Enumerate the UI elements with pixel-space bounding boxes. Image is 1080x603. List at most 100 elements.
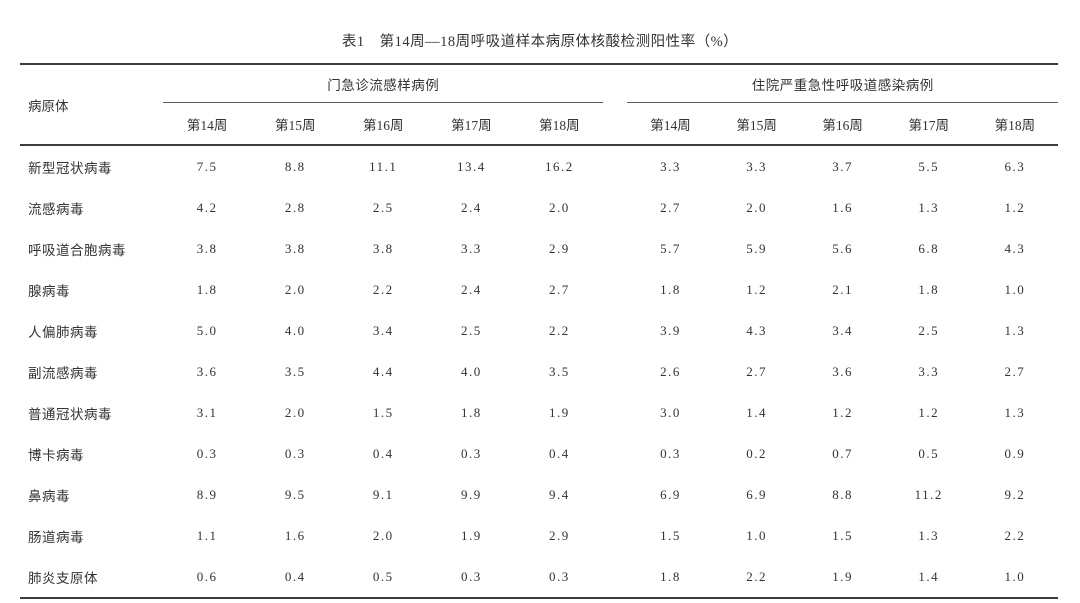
table-row: 腺病毒 1.8 2.0 2.2 2.4 2.7 1.8 1.2 2.1 1.8 1.0 bbox=[20, 269, 1058, 310]
inpatient-value-cell: 1.8 bbox=[660, 281, 681, 297]
inpatient-value-cell: 9.2 bbox=[1004, 486, 1026, 502]
outpatient-value-cell: 16.2 bbox=[545, 158, 574, 174]
inpatient-value-cell: 2.7 bbox=[1004, 363, 1026, 379]
outpatient-value-cell: 9.1 bbox=[372, 486, 394, 502]
inpatient-value-cell: 6.9 bbox=[746, 486, 767, 502]
inpatient-value-cell: 3.9 bbox=[660, 322, 681, 338]
table-row: 肺炎支原体 0.6 0.4 0.5 0.3 0.3 1.8 2.2 1.9 1.4 1.0 bbox=[20, 556, 1058, 598]
week-header-row: 第14周 第15周 第16周 第17周 第18周 第14周 第15周 第16周 … bbox=[20, 103, 1058, 145]
inpatient-value-cell: 0.2 bbox=[746, 445, 767, 461]
inpatient-value-cell: 2.1 bbox=[832, 281, 854, 297]
column-group-gap-cell bbox=[603, 392, 627, 433]
outpatient-value-cell: 4.0 bbox=[284, 322, 306, 338]
outpatient-value-cell: 3.4 bbox=[372, 322, 394, 338]
inpatient-value-cell: 1.4 bbox=[746, 404, 767, 420]
pathogen-column-header: 病原体 bbox=[28, 98, 69, 114]
inpatient-value-cell: 5.7 bbox=[660, 240, 681, 256]
outpatient-value-cell: 9.5 bbox=[284, 486, 306, 502]
outpatient-value-cell: 2.4 bbox=[460, 199, 482, 215]
inpatient-value-cell: 2.2 bbox=[1004, 527, 1026, 543]
inpatient-value-cell: 1.3 bbox=[1004, 404, 1026, 420]
outpatient-value-cell: 2.9 bbox=[549, 240, 570, 256]
table-row: 流感病毒 4.2 2.8 2.5 2.4 2.0 2.7 2.0 1.6 1.3 1.2 bbox=[20, 187, 1058, 228]
outpatient-value-cell: 13.4 bbox=[456, 158, 486, 174]
table-row: 肠道病毒 1.1 1.6 2.0 1.9 2.9 1.5 1.0 1.5 1.3 2.2 bbox=[20, 515, 1058, 556]
group-header-outpatient-ili: 门急诊流感样病例 bbox=[163, 64, 604, 103]
inpatient-value-cell: 1.6 bbox=[832, 199, 854, 215]
inpatient-value-cell: 6.9 bbox=[660, 486, 681, 502]
pathogen-cell: 新型冠状病毒 bbox=[28, 160, 112, 176]
outpatient-value-cell: 4.2 bbox=[196, 199, 218, 215]
inpatient-value-cell: 2.2 bbox=[746, 568, 767, 584]
outpatient-value-cell: 5.0 bbox=[196, 322, 218, 338]
outpatient-value-cell: 2.0 bbox=[284, 281, 306, 297]
inpatient-value-cell: 1.2 bbox=[1004, 199, 1026, 215]
table-row: 鼻病毒 8.9 9.5 9.1 9.9 9.4 6.9 6.9 8.8 11.2 9.2 bbox=[20, 474, 1058, 515]
inpatient-value-cell: 1.5 bbox=[660, 527, 681, 543]
inpatient-value-cell: 1.8 bbox=[660, 568, 681, 584]
inpatient-value-cell: 1.5 bbox=[832, 527, 854, 543]
column-group-gap bbox=[603, 64, 627, 145]
week-header: 第16周 bbox=[822, 117, 863, 133]
outpatient-value-cell: 0.6 bbox=[196, 568, 218, 584]
inpatient-value-cell: 0.5 bbox=[918, 445, 940, 461]
column-group-gap-cell bbox=[603, 474, 627, 515]
outpatient-value-cell: 2.0 bbox=[284, 404, 306, 420]
pathogen-cell: 肠道病毒 bbox=[28, 529, 84, 545]
outpatient-value-cell: 2.5 bbox=[372, 199, 394, 215]
inpatient-value-cell: 0.9 bbox=[1004, 445, 1026, 461]
group-header-hospitalized-sari: 住院严重急性呼吸道感染病例 bbox=[627, 64, 1058, 103]
outpatient-value-cell: 3.5 bbox=[284, 363, 306, 379]
inpatient-value-cell: 3.3 bbox=[660, 158, 681, 174]
inpatient-value-cell: 3.6 bbox=[832, 363, 854, 379]
inpatient-value-cell: 8.8 bbox=[832, 486, 854, 502]
inpatient-value-cell: 4.3 bbox=[746, 322, 767, 338]
table-row: 博卡病毒 0.3 0.3 0.4 0.3 0.4 0.3 0.2 0.7 0.5 0.9 bbox=[20, 433, 1058, 474]
outpatient-value-cell: 3.1 bbox=[196, 404, 218, 420]
outpatient-value-cell: 2.8 bbox=[284, 199, 306, 215]
outpatient-value-cell: 3.5 bbox=[549, 363, 570, 379]
outpatient-value-cell: 0.4 bbox=[372, 445, 394, 461]
outpatient-value-cell: 1.5 bbox=[372, 404, 394, 420]
column-group-gap-cell bbox=[603, 433, 627, 474]
outpatient-value-cell: 1.9 bbox=[549, 404, 570, 420]
column-group-gap-cell bbox=[603, 228, 627, 269]
outpatient-value-cell: 3.6 bbox=[196, 363, 218, 379]
column-group-gap-cell bbox=[603, 310, 627, 351]
inpatient-value-cell: 5.5 bbox=[918, 158, 940, 174]
column-group-gap-cell bbox=[603, 187, 627, 228]
table-row: 人偏肺病毒 5.0 4.0 3.4 2.5 2.2 3.9 4.3 3.4 2.5 1.3 bbox=[20, 310, 1058, 351]
outpatient-value-cell: 2.5 bbox=[460, 322, 482, 338]
outpatient-value-cell: 9.4 bbox=[549, 486, 570, 502]
group-header-row: 病原体 门急诊流感样病例 住院严重急性呼吸道感染病例 bbox=[20, 64, 1058, 114]
inpatient-value-cell: 1.0 bbox=[746, 527, 767, 543]
pathogen-cell: 腺病毒 bbox=[28, 283, 70, 299]
outpatient-value-cell: 4.0 bbox=[460, 363, 482, 379]
inpatient-value-cell: 1.4 bbox=[918, 568, 940, 584]
outpatient-value-cell: 2.0 bbox=[372, 527, 394, 543]
inpatient-value-cell: 11.2 bbox=[914, 486, 943, 502]
outpatient-value-cell: 8.9 bbox=[196, 486, 218, 502]
outpatient-value-cell: 4.4 bbox=[372, 363, 394, 379]
inpatient-value-cell: 2.6 bbox=[660, 363, 681, 379]
inpatient-value-cell: 1.3 bbox=[1004, 322, 1026, 338]
column-group-gap-cell bbox=[603, 515, 627, 556]
outpatient-value-cell: 0.3 bbox=[460, 445, 482, 461]
outpatient-value-cell: 1.6 bbox=[284, 527, 306, 543]
table-row: 副流感病毒 3.6 3.5 4.4 4.0 3.5 2.6 2.7 3.6 3.3 2.7 bbox=[20, 351, 1058, 392]
outpatient-value-cell: 0.3 bbox=[460, 568, 482, 584]
outpatient-value-cell: 0.5 bbox=[372, 568, 394, 584]
inpatient-value-cell: 2.5 bbox=[918, 322, 940, 338]
outpatient-value-cell: 2.2 bbox=[372, 281, 394, 297]
inpatient-value-cell: 3.0 bbox=[660, 404, 681, 420]
outpatient-value-cell: 2.4 bbox=[460, 281, 482, 297]
inpatient-value-cell: 6.8 bbox=[918, 240, 940, 256]
week-header: 第14周 bbox=[186, 117, 228, 133]
column-group-gap-cell bbox=[603, 556, 627, 598]
inpatient-value-cell: 3.4 bbox=[832, 322, 854, 338]
pathogen-cell: 普通冠状病毒 bbox=[28, 406, 112, 422]
outpatient-value-cell: 0.3 bbox=[284, 445, 306, 461]
inpatient-value-cell: 1.3 bbox=[918, 527, 940, 543]
outpatient-value-cell: 9.9 bbox=[460, 486, 482, 502]
pathogen-cell: 博卡病毒 bbox=[28, 447, 84, 463]
